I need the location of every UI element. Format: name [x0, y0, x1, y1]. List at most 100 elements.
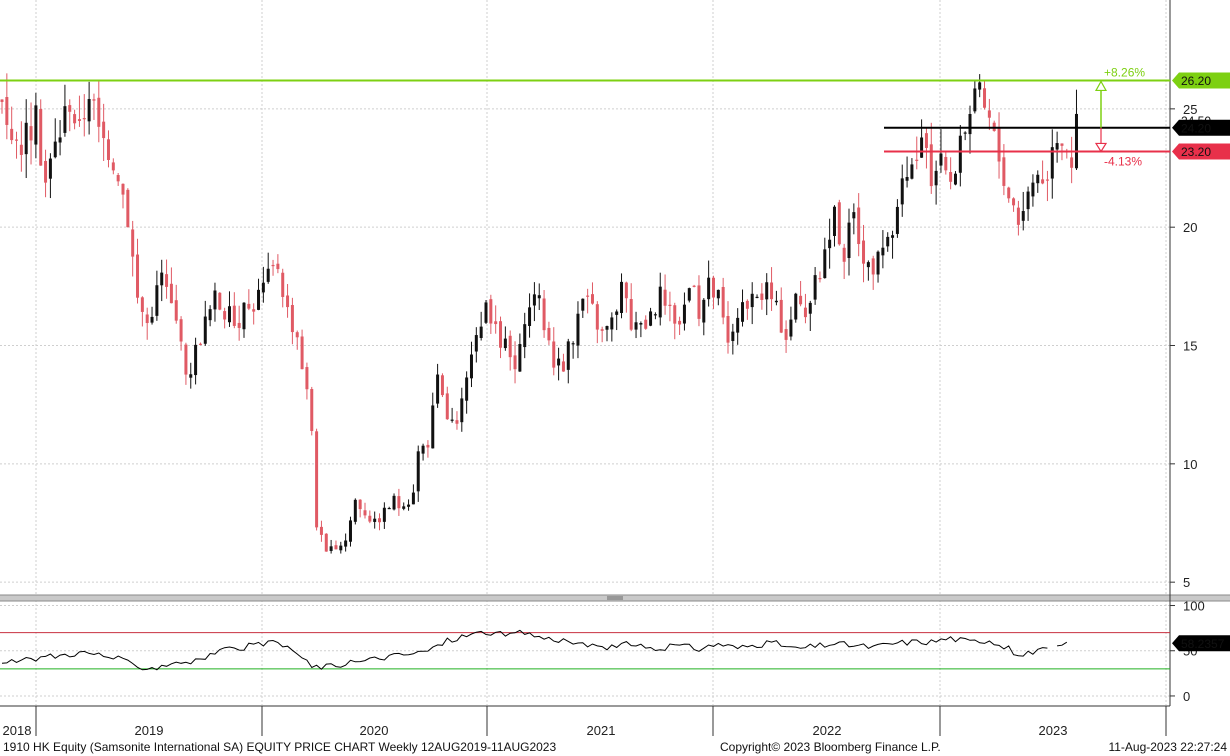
candle-body [77, 119, 81, 121]
candle-body [179, 319, 183, 342]
candle-body [247, 303, 251, 309]
candle-body [711, 277, 715, 298]
candle-body [276, 263, 280, 270]
rsi-line [1057, 641, 1068, 647]
candle-body [1045, 179, 1049, 181]
candle-body [794, 293, 798, 320]
candle-body [126, 189, 130, 228]
candle-body [39, 109, 43, 166]
downside-arrowhead-icon [1094, 142, 1108, 153]
candle-body [629, 298, 633, 330]
rsi-value-badge[interactable] [1172, 635, 1230, 652]
candle-body [736, 317, 740, 333]
candle-body [87, 99, 91, 122]
candle-body [465, 377, 469, 401]
panel-divider[interactable] [0, 595, 1230, 601]
candle-body [615, 311, 619, 315]
candle-body [1007, 187, 1011, 199]
candle-body [252, 309, 256, 312]
candle-body [310, 389, 314, 431]
candle-body [658, 286, 662, 318]
candle-body [808, 302, 812, 314]
candle-body [721, 286, 725, 318]
candle-body [315, 431, 319, 528]
x-tick-label: 2023 [1039, 723, 1068, 738]
candle-body [169, 283, 173, 304]
candle-body [639, 323, 643, 325]
candle-body [58, 137, 62, 143]
candle-body [290, 305, 294, 333]
candle-body [160, 272, 164, 286]
candle-body [1074, 113, 1078, 169]
candle-body [271, 264, 275, 267]
candle-body [963, 132, 967, 134]
candle-body [358, 499, 362, 510]
support-badge-label: 23.20 [1181, 145, 1211, 159]
candle-body [63, 106, 67, 133]
candle-body [136, 254, 140, 298]
candle-body [620, 281, 624, 313]
candle-body [392, 495, 396, 510]
candle-body [431, 405, 435, 449]
candle-body [1060, 143, 1064, 146]
candle-body [131, 229, 135, 257]
candle-body [765, 282, 769, 300]
candle-body [92, 99, 96, 101]
candle-body [237, 322, 241, 328]
candle-body [997, 127, 1001, 162]
candle-body [242, 302, 246, 330]
candle-body [586, 295, 590, 297]
candle-body [402, 506, 406, 509]
candle-body [697, 285, 701, 319]
x-tick-label: 2021 [587, 723, 616, 738]
rsi-tick-label: 0 [1183, 689, 1190, 704]
rsi-value-badge-label: 58.2357 [1181, 637, 1225, 651]
candle-body [286, 295, 290, 308]
candle-body [1026, 191, 1030, 210]
candle-body [145, 314, 149, 324]
chart-title: 1910 HK Equity (Samsonite International … [3, 740, 556, 754]
candle-body [731, 331, 735, 342]
candle-body [140, 297, 144, 312]
candle-body [857, 207, 861, 245]
candle-body [799, 295, 803, 305]
candle-body [876, 251, 880, 275]
rsi-panel [0, 601, 1170, 705]
candle-body [305, 367, 309, 390]
rsi-line [1, 629, 1048, 671]
candle-body [1055, 143, 1059, 150]
candle-body [595, 304, 599, 330]
candle-body [934, 170, 938, 186]
x-tick-label: 2018 [3, 723, 32, 738]
copyright-text: Copyright© 2023 Bloomberg Finance L.P. [720, 740, 941, 754]
candle-body [48, 158, 52, 179]
price-panel [0, 0, 1170, 594]
candle-body [987, 110, 991, 118]
support-badge[interactable] [1172, 143, 1230, 160]
upside-annotation: +8.26% [1104, 65, 1145, 79]
candle-body [624, 282, 628, 299]
candle-body [116, 175, 120, 182]
resistance-badge[interactable] [1172, 72, 1230, 89]
candle-body [416, 451, 420, 492]
candle-body [1041, 179, 1045, 184]
candle-body [218, 292, 222, 310]
candle-body [813, 275, 817, 300]
candle-body [750, 293, 754, 308]
candle-body [716, 289, 720, 299]
candle-body [203, 316, 207, 344]
candle-body [958, 135, 962, 173]
upside-arrowhead-icon [1094, 80, 1108, 92]
candle-body [19, 144, 23, 155]
candle-body [920, 137, 924, 158]
candle-body [891, 235, 895, 238]
candle-body [682, 304, 686, 324]
candle-body [363, 510, 367, 516]
candle-body [910, 164, 914, 179]
current-price-badge[interactable] [1172, 119, 1230, 136]
timestamp-text: 11-Aug-2023 22:27:24 [1108, 740, 1227, 754]
candle-body [557, 358, 561, 366]
candle-body [344, 540, 348, 547]
price-tick-label: 5 [1183, 575, 1190, 590]
candle-body [499, 321, 503, 348]
